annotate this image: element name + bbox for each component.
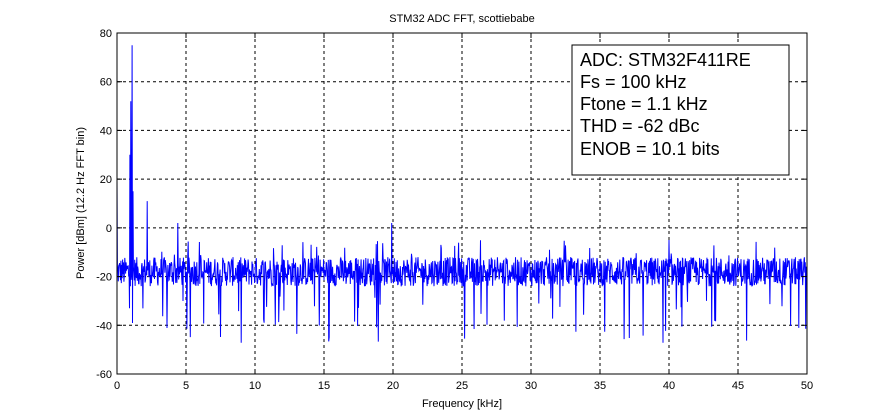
x-axis-label: Frequency [kHz] xyxy=(422,398,502,410)
x-tick-label: 50 xyxy=(801,380,813,392)
annotation-line: ADC: STM32F411RE xyxy=(580,50,751,70)
annotation-line: THD = -62 dBc xyxy=(580,116,700,136)
x-tick-label: 35 xyxy=(594,380,606,392)
x-tick-label: 5 xyxy=(183,380,189,392)
x-tick-label: 10 xyxy=(249,380,261,392)
series-line xyxy=(116,45,808,343)
y-axis-label: Power [dBm] (12.2 Hz FFT bin) xyxy=(75,127,87,279)
x-tick-label: 20 xyxy=(387,380,399,392)
y-tick-label: 0 xyxy=(106,223,112,235)
ticks: 0 5 10 15 20 25 30 35 40 45 50 80 60 40 20 0 -20 -40 -60 xyxy=(96,28,813,392)
x-tick-label: 0 xyxy=(114,380,120,392)
x-tick-label: 45 xyxy=(732,380,744,392)
y-tick-label: -20 xyxy=(96,272,112,284)
annotation-box: ADC: STM32F411RE Fs = 100 kHz Ftone = 1.… xyxy=(571,44,790,176)
x-tick-label: 30 xyxy=(525,380,537,392)
y-tick-label: -40 xyxy=(96,320,112,332)
x-tick-label: 40 xyxy=(663,380,675,392)
y-tick-label: -60 xyxy=(96,369,112,381)
series-group xyxy=(116,45,808,343)
annotation-line: ENOB = 10.1 bits xyxy=(580,139,720,159)
y-tick-label: 40 xyxy=(100,125,112,137)
annotation-line: Ftone = 1.1 kHz xyxy=(580,94,708,114)
y-tick-label: 20 xyxy=(100,174,112,186)
x-tick-label: 15 xyxy=(318,380,330,392)
annotation-line: Fs = 100 kHz xyxy=(580,72,687,92)
y-tick-label: 80 xyxy=(100,28,112,40)
y-tick-label: 60 xyxy=(100,77,112,89)
x-tick-label: 25 xyxy=(456,380,468,392)
chart-title: STM32 ADC FFT, scottiebabe xyxy=(389,13,535,25)
